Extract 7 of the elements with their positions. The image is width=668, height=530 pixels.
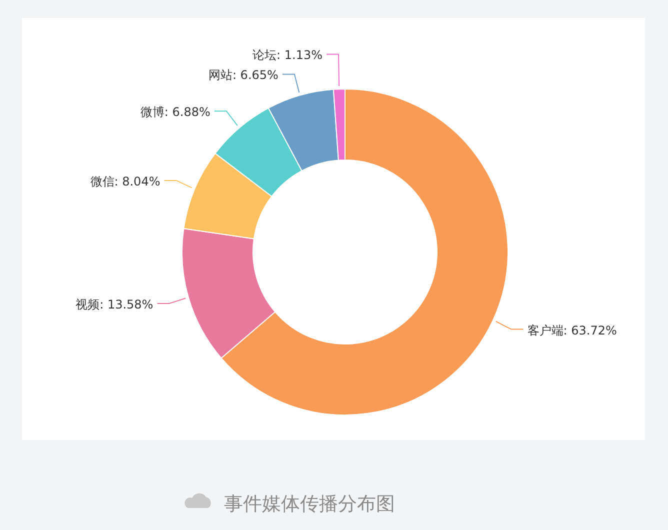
text: 事件媒体传播分布图 (224, 493, 395, 515)
slice-label: 微博 (140, 105, 164, 120)
slice-label: 论坛 (252, 48, 277, 62)
slice-label: 视频 (76, 298, 100, 312)
slice-label: 网站 (208, 68, 232, 82)
slice-label: 客户端 (527, 323, 564, 338)
slice-label: 微信 (90, 174, 114, 188)
